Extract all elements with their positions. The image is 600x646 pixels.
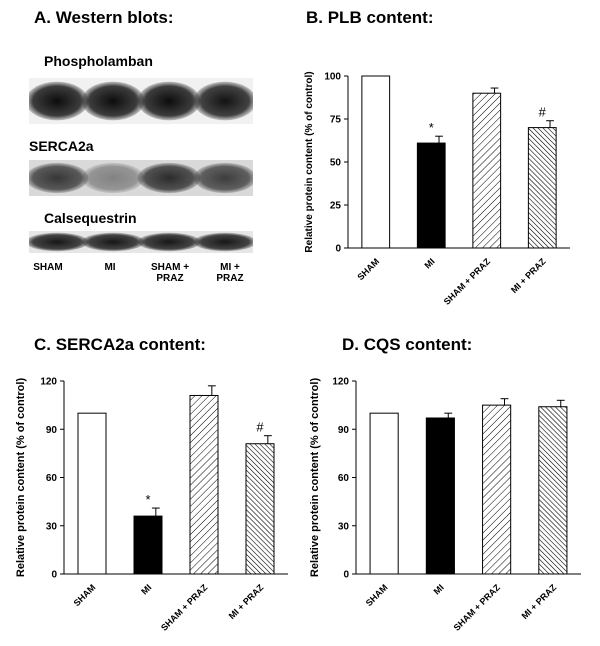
y-tick-label: 100 xyxy=(324,72,341,83)
blot-label-calsequestrin: Calsequestrin xyxy=(44,210,137,226)
category-label: SHAM + PRAZ xyxy=(442,256,493,307)
y-tick-label: 90 xyxy=(338,425,350,436)
category-label: SHAM xyxy=(355,256,381,282)
significance-marker: # xyxy=(539,105,547,120)
significance-marker: # xyxy=(256,420,264,435)
y-tick-label: 30 xyxy=(46,521,58,532)
y-tick-label: 90 xyxy=(46,425,58,436)
category-label: SHAM xyxy=(72,582,98,608)
y-tick-label: 25 xyxy=(330,201,342,212)
significance-marker: * xyxy=(145,492,150,507)
panel-a-title: A. Western blots: xyxy=(34,8,174,27)
category-label: MI xyxy=(139,582,153,596)
y-tick-label: 30 xyxy=(338,521,350,532)
lane-label-sham-praz: SHAM + PRAZ xyxy=(150,262,190,284)
lane-label-sham: SHAM xyxy=(33,262,63,273)
blot-band xyxy=(193,232,253,252)
blot-band xyxy=(81,162,145,194)
y-axis-label: Relative protein content (% of control) xyxy=(309,378,321,578)
bar xyxy=(527,127,557,249)
lane-label-mi: MI xyxy=(104,262,116,273)
y-tick-label: 60 xyxy=(338,473,350,484)
panel-b-title: B. PLB content: xyxy=(306,8,434,27)
y-tick-label: 0 xyxy=(343,570,349,581)
bar xyxy=(538,406,568,575)
category-label: MI + PRAZ xyxy=(227,582,266,621)
bar xyxy=(416,142,446,249)
bar xyxy=(245,443,275,575)
blot-band xyxy=(29,162,89,194)
category-label: MI xyxy=(423,256,437,270)
bar xyxy=(133,515,163,575)
bar xyxy=(369,412,399,575)
blot-band xyxy=(193,81,253,121)
blot-band xyxy=(81,232,145,252)
category-label: MI + PRAZ xyxy=(509,256,548,295)
y-tick-label: 0 xyxy=(335,244,341,255)
y-tick-label: 120 xyxy=(40,377,57,388)
blot-label-serca2a: SERCA2a xyxy=(29,138,94,154)
lane-label-mi-praz: MI + PRAZ xyxy=(216,262,244,284)
blot-band xyxy=(29,232,89,252)
y-tick-label: 0 xyxy=(51,570,57,581)
bar xyxy=(472,92,502,249)
bar xyxy=(77,412,107,575)
panel-d-title: D. CQS content: xyxy=(342,335,473,354)
blot-band xyxy=(193,162,253,194)
y-tick-label: 75 xyxy=(330,115,342,126)
y-axis-label: Relative protein content (% of control) xyxy=(304,71,315,252)
blot-calsequestrin xyxy=(29,231,253,253)
y-tick-label: 120 xyxy=(332,377,349,388)
plb-content-chart: 0 25 50 75 100 Relative protein content (% of… xyxy=(304,71,570,307)
category-label: SHAM + PRAZ xyxy=(159,582,210,633)
category-label: MI + PRAZ xyxy=(520,582,559,621)
blot-band xyxy=(81,81,145,121)
category-label: SHAM + PRAZ xyxy=(452,582,503,633)
category-label: SHAM xyxy=(364,582,390,608)
category-label: MI xyxy=(432,582,446,596)
blot-serca2a xyxy=(29,160,253,196)
blot-band xyxy=(137,232,201,252)
y-tick-label: 60 xyxy=(46,473,58,484)
significance-marker: * xyxy=(429,120,434,135)
blot-phospholamban xyxy=(29,78,253,124)
blot-band xyxy=(137,81,201,121)
blot-band xyxy=(137,162,201,194)
y-axis-label: Relative protein content (% of control) xyxy=(15,378,27,578)
y-tick-label: 50 xyxy=(330,158,342,169)
cqs-content-chart: 0 30 60 90 120 Relative protein content (% of… xyxy=(309,377,581,633)
blot-label-phospholamban: Phospholamban xyxy=(44,53,153,69)
bar xyxy=(425,417,455,575)
blot-band xyxy=(29,81,89,121)
panel-c-title: C. SERCA2a content: xyxy=(34,335,206,354)
bar xyxy=(482,404,512,575)
serca2a-content-chart: 0 30 60 90 120 Relative protein content (% of… xyxy=(15,377,288,633)
bar xyxy=(189,394,219,575)
bar xyxy=(361,75,391,249)
